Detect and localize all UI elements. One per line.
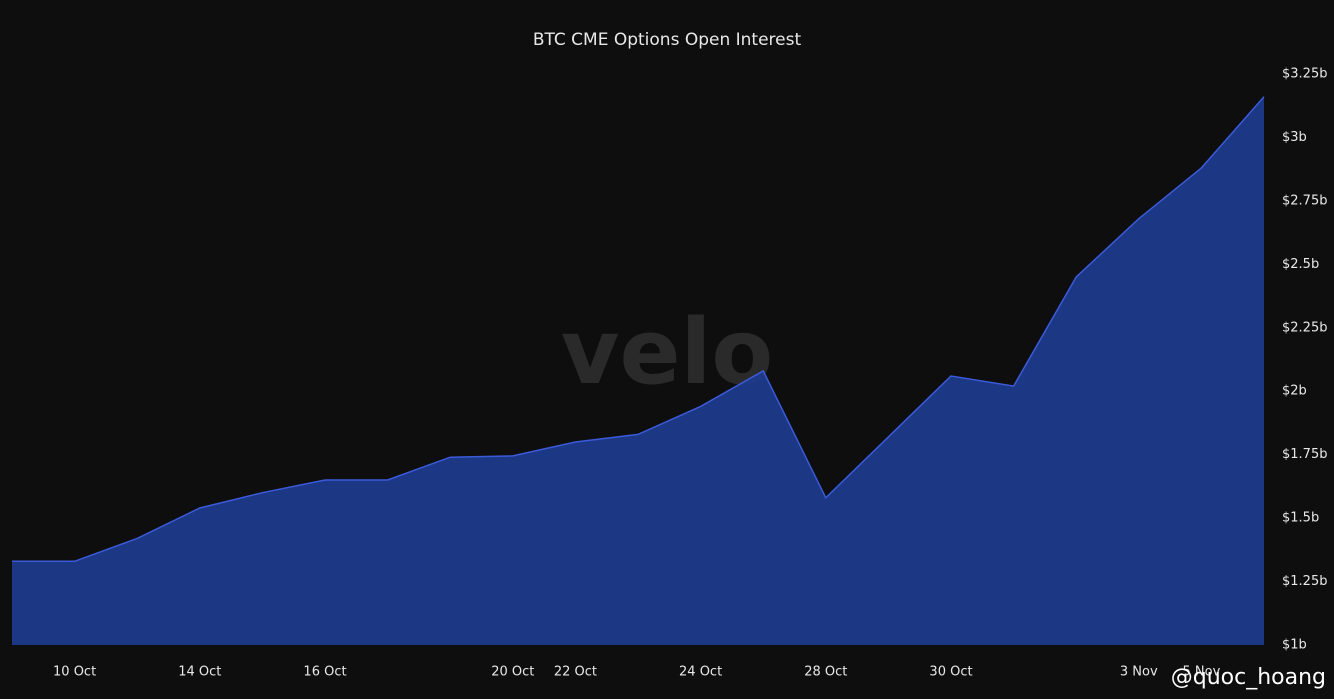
- y-tick-label: $3b: [1282, 130, 1307, 145]
- y-tick-label: $2.75b: [1282, 193, 1327, 208]
- y-tick-label: $1.5b: [1282, 511, 1319, 526]
- y-tick-label: $1b: [1282, 638, 1307, 653]
- x-tick-label: 10 Oct: [53, 665, 96, 680]
- x-tick-label: 24 Oct: [679, 665, 722, 680]
- credit: @quoc_hoang: [1171, 665, 1326, 690]
- x-tick-label: 30 Oct: [929, 665, 972, 680]
- x-tick-label: 5 Nov: [1183, 665, 1221, 680]
- x-tick-label: 16 Oct: [303, 665, 346, 680]
- area: [12, 96, 1264, 646]
- y-tick-label: $1.25b: [1282, 574, 1327, 589]
- x-tick-label: 22 Oct: [554, 665, 597, 680]
- y-tick-label: $2.5b: [1282, 257, 1319, 272]
- chart-title: BTC CME Options Open Interest: [533, 30, 802, 50]
- x-tick-label: 28 Oct: [804, 665, 847, 680]
- y-tick-label: $2.25b: [1282, 320, 1327, 335]
- x-tick-label: 3 Nov: [1120, 665, 1158, 680]
- x-tick-label: 14 Oct: [178, 665, 221, 680]
- line: [12, 96, 1265, 563]
- y-tick-label: $1.75b: [1282, 447, 1327, 462]
- x-tick-label: 20 Oct: [491, 665, 534, 680]
- y-tick-label: $2b: [1282, 384, 1307, 399]
- y-tick-label: $3.25b: [1282, 67, 1327, 82]
